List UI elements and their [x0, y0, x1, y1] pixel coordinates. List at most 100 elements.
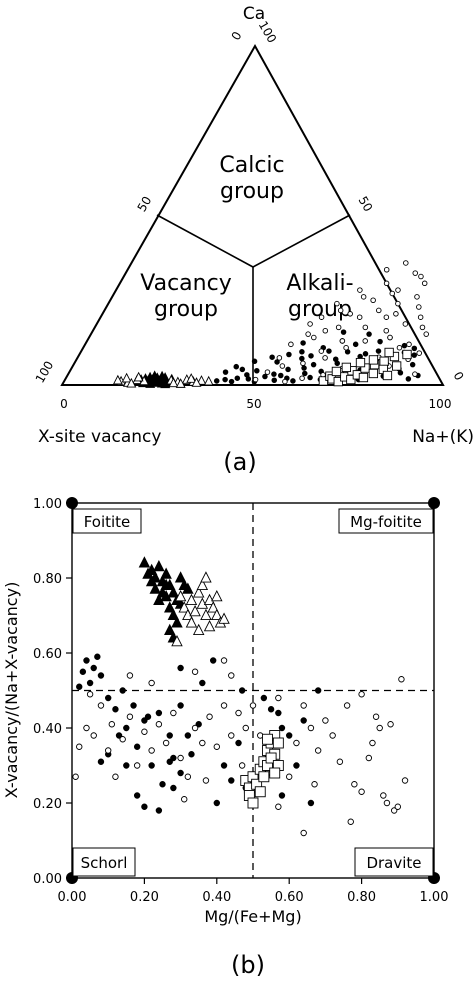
filled-circle-marker — [188, 751, 195, 758]
open-circle-marker — [202, 777, 210, 784]
open-circle-marker — [419, 324, 426, 331]
open-triangle-marker — [171, 635, 183, 647]
region-vacancy-line2: group — [154, 297, 218, 322]
open-circle-marker — [343, 344, 349, 351]
open-circle-marker — [395, 287, 401, 293]
y-tick-label: 1.00 — [33, 497, 62, 512]
open-circle-marker — [72, 773, 79, 780]
open-circle-marker — [398, 676, 405, 683]
open-circle-marker — [220, 702, 228, 709]
panel-b-label: (b) — [231, 951, 265, 979]
left-edge-tick-mid: 50 — [135, 194, 155, 214]
filled-circle-marker — [397, 370, 404, 376]
right-edge-tick-base: 0 — [450, 369, 466, 383]
filled-triangle-marker — [142, 567, 154, 579]
open-circle-marker — [423, 331, 429, 337]
open-circle-marker — [155, 721, 163, 728]
open-circle-marker — [293, 739, 300, 747]
open-triangle-marker — [185, 616, 198, 628]
open-circle-marker — [76, 743, 83, 750]
filled-circle-marker — [308, 353, 314, 359]
open-triangle-marker — [186, 373, 197, 383]
corner-box-top-left — [72, 508, 142, 534]
filled-triangle-marker — [160, 567, 172, 579]
filled-circle-marker — [290, 378, 296, 384]
open-circle-marker — [406, 341, 412, 348]
open-circle-marker — [383, 799, 391, 807]
filled-circle-marker — [148, 762, 155, 769]
open-circle-marker — [418, 273, 424, 280]
x-tick-label: 0.20 — [130, 890, 159, 905]
open-circle-marker — [181, 796, 188, 803]
open-square-marker — [355, 357, 366, 368]
open-square-marker — [368, 368, 379, 379]
open-circle-marker — [213, 743, 221, 750]
open-circle-marker — [343, 702, 351, 709]
filled-circle-marker — [271, 371, 277, 377]
axis-ticks: 0.00 0.20 0.40 0.60 0.80 1.00 0.00 0.20 0.40 0.60… — [33, 497, 448, 905]
open-circle-marker — [264, 369, 271, 375]
corner-label-bottom-right: Dravite — [366, 854, 421, 872]
open-circle-marker — [148, 679, 155, 687]
open-triangle-marker — [168, 377, 179, 388]
filled-circle-marker — [123, 724, 130, 732]
open-triangle-marker — [174, 590, 187, 602]
open-circle-marker — [133, 762, 141, 769]
open-circle-marker — [177, 754, 184, 762]
calcic-boundary-left — [156, 214, 254, 268]
open-triangle-marker — [192, 586, 205, 598]
filled-circle-marker — [166, 732, 173, 739]
filled-circle-marker — [286, 351, 292, 358]
open-square-marker — [358, 372, 369, 383]
open-circle-marker — [242, 724, 249, 732]
open-circle-marker — [318, 314, 325, 320]
open-circle-marker — [199, 739, 206, 747]
filled-triangle-marker — [160, 590, 172, 602]
filled-circle-marker — [209, 657, 217, 664]
open-circle-marker — [417, 314, 424, 320]
open-circle-marker — [126, 713, 134, 720]
filled-circle-marker — [307, 799, 315, 807]
open-circle-marker — [276, 355, 283, 361]
open-circle-marker — [322, 355, 328, 361]
filled-triangle-marker — [167, 586, 180, 598]
filled-circle-marker — [310, 361, 317, 368]
open-circle-marker — [362, 324, 369, 331]
open-circle-marker — [299, 375, 305, 381]
open-circle-marker — [393, 311, 399, 317]
filled-triangle-marker — [149, 582, 161, 594]
open-triangle-marker — [191, 377, 202, 387]
open-circle-marker — [322, 717, 329, 724]
open-square-marker — [254, 786, 266, 798]
open-triangle-marker — [189, 605, 201, 617]
filled-triangle-marker — [164, 601, 176, 613]
filled-circle-marker — [377, 338, 383, 345]
open-triangle-marker — [133, 371, 144, 382]
open-square-marker — [262, 733, 273, 745]
open-circle-marker — [357, 287, 363, 293]
open-circle-marker — [360, 294, 367, 300]
filled-circle-marker — [334, 360, 341, 367]
open-circle-marker — [300, 829, 307, 837]
open-circle-marker — [369, 739, 376, 747]
open-circle-marker — [347, 311, 353, 317]
open-square-marker — [384, 347, 394, 358]
open-circle-marker — [358, 691, 365, 698]
open-circle-marker — [370, 297, 376, 304]
filled-circle-marker — [184, 732, 192, 739]
open-circle-marker — [282, 378, 288, 385]
filled-circle-marker — [155, 709, 163, 717]
corner-box-bottom-left — [72, 847, 136, 877]
filled-triangle-marker — [182, 582, 194, 594]
filled-circle-marker — [177, 769, 184, 777]
open-triangle-marker — [203, 375, 214, 386]
open-circle-marker — [396, 344, 403, 351]
open-circle-marker — [389, 290, 395, 297]
open-square-marker — [402, 349, 412, 360]
scatter-chart: Foitite Mg-foitite Schorl Dravite 0.00 0.… — [2, 497, 448, 979]
open-circle-marker — [402, 321, 409, 327]
open-circle-marker — [300, 360, 306, 367]
open-circle-marker — [97, 702, 105, 709]
filled-circle-marker — [299, 349, 305, 355]
filled-circle-marker — [251, 358, 258, 365]
